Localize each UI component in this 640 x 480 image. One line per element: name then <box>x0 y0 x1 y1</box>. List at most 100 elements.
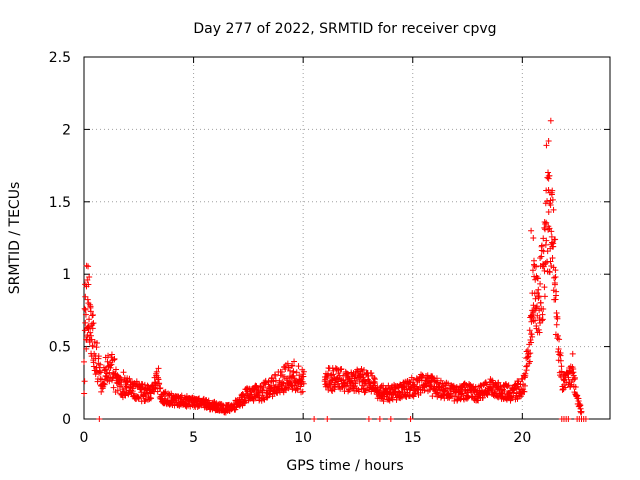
data-point <box>107 364 114 371</box>
data-point <box>87 332 94 339</box>
data-point <box>535 326 542 333</box>
data-point <box>387 416 394 422</box>
data-point <box>97 361 104 368</box>
data-point <box>250 397 257 404</box>
y-tick-label: 2.5 <box>49 50 71 66</box>
data-point <box>352 380 359 387</box>
data-point <box>540 261 547 268</box>
data-point <box>545 186 552 193</box>
data-point <box>483 391 490 398</box>
data-point <box>262 377 269 384</box>
data-point <box>521 388 528 395</box>
data-point <box>571 374 578 381</box>
data-point <box>114 387 121 394</box>
data-point <box>87 329 94 336</box>
data-point <box>536 293 543 300</box>
data-point <box>429 374 436 381</box>
data-point <box>111 356 118 363</box>
data-point <box>542 220 549 227</box>
data-point <box>528 227 535 234</box>
data-point <box>509 394 516 401</box>
data-point <box>345 374 352 381</box>
y-tick-label: 1.5 <box>49 195 71 211</box>
data-point <box>533 303 540 310</box>
data-point <box>285 385 292 392</box>
data-point <box>459 391 466 398</box>
data-point <box>336 376 343 383</box>
data-point <box>346 386 353 393</box>
data-point <box>535 294 542 301</box>
data-point <box>322 383 329 390</box>
data-point <box>451 393 458 400</box>
data-point <box>126 375 133 382</box>
data-point <box>81 305 88 312</box>
plot-frame <box>83 56 611 420</box>
chart-title: Day 277 of 2022, SRMTID for receiver cpv… <box>193 21 496 37</box>
data-point <box>290 368 297 375</box>
data-point <box>505 382 512 389</box>
data-point <box>525 353 532 360</box>
data-point <box>259 387 266 394</box>
data-point <box>348 378 355 385</box>
data-point <box>81 358 88 365</box>
data-point <box>82 311 89 318</box>
data-point <box>544 248 551 255</box>
data-point <box>156 381 163 388</box>
data-point <box>279 379 286 386</box>
data-point <box>93 340 100 347</box>
data-point <box>552 267 559 274</box>
data-point <box>85 263 92 270</box>
data-point <box>546 172 553 179</box>
data-point <box>108 351 115 358</box>
data-point <box>98 388 105 395</box>
data-point <box>133 378 140 385</box>
data-point <box>541 284 548 291</box>
data-point <box>548 228 555 235</box>
data-point <box>540 235 547 242</box>
data-point <box>81 390 88 397</box>
data-point <box>557 350 564 357</box>
data-point <box>332 365 339 372</box>
data-point <box>84 276 91 283</box>
data-point <box>86 316 93 323</box>
data-point <box>536 329 543 336</box>
data-point <box>294 386 301 393</box>
data-point <box>538 317 545 324</box>
data-point <box>527 350 534 357</box>
data-point <box>549 255 556 262</box>
data-point <box>361 366 368 373</box>
data-point <box>364 376 371 383</box>
data-point <box>135 394 142 401</box>
data-point <box>564 371 571 378</box>
data-point <box>141 381 148 388</box>
data-point <box>538 253 545 260</box>
data-point <box>578 408 585 415</box>
data-point <box>300 380 307 387</box>
data-point <box>445 380 452 387</box>
data-point <box>285 364 292 371</box>
data-point <box>90 320 97 327</box>
x-axis-label: GPS time / hours <box>286 458 403 474</box>
data-point <box>543 219 550 226</box>
data-point <box>393 396 400 403</box>
data-point <box>156 385 163 392</box>
data-point <box>546 200 553 207</box>
y-tick-label: 0.5 <box>49 340 71 356</box>
data-point <box>284 360 291 367</box>
data-point <box>97 369 104 376</box>
data-point <box>539 311 546 318</box>
data-point <box>106 378 113 385</box>
data-point <box>537 255 544 262</box>
data-point <box>368 370 375 377</box>
y-tick-label: 1 <box>62 267 71 283</box>
data-point <box>84 296 91 303</box>
data-point <box>100 380 107 387</box>
data-point <box>515 378 522 385</box>
data-point <box>89 325 96 332</box>
data-point <box>135 394 142 401</box>
x-tick-label: 0 <box>80 430 89 446</box>
data-point <box>483 381 490 388</box>
data-point <box>582 416 589 422</box>
data-point <box>85 300 92 307</box>
data-point <box>548 191 555 198</box>
